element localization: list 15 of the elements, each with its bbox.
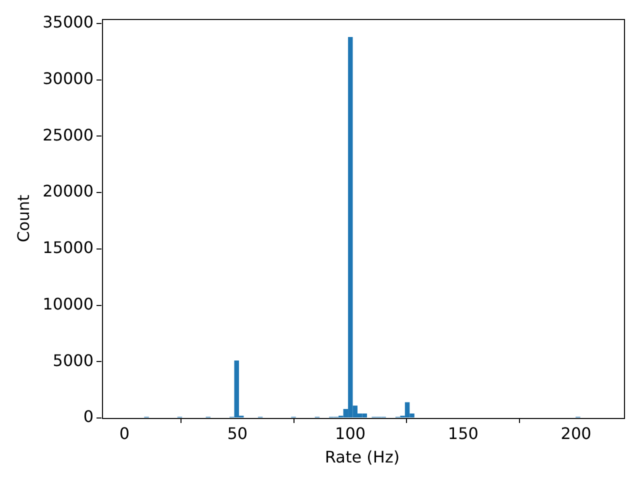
x-axis-title: Rate (Hz) [324,448,400,467]
y-tick-label: 0 [83,407,94,426]
y-tick-label: 10000 [42,294,94,314]
y-tick-label: 20000 [42,182,94,201]
y-tick-label: 5000 [52,350,94,370]
x-tick-label: 0 [119,424,130,443]
y-axis-title: Count [14,194,33,242]
y-tick-label: 35000 [42,12,94,32]
y-tick-label: 30000 [42,69,94,88]
x-tick-label: 50 [227,424,248,443]
x-tick-label: 200 [560,424,592,443]
y-tick-label: 15000 [42,238,94,258]
y-tick-label: 25000 [42,125,94,144]
x-tick-label: 100 [335,424,366,443]
x-tick-label: 150 [448,424,478,443]
